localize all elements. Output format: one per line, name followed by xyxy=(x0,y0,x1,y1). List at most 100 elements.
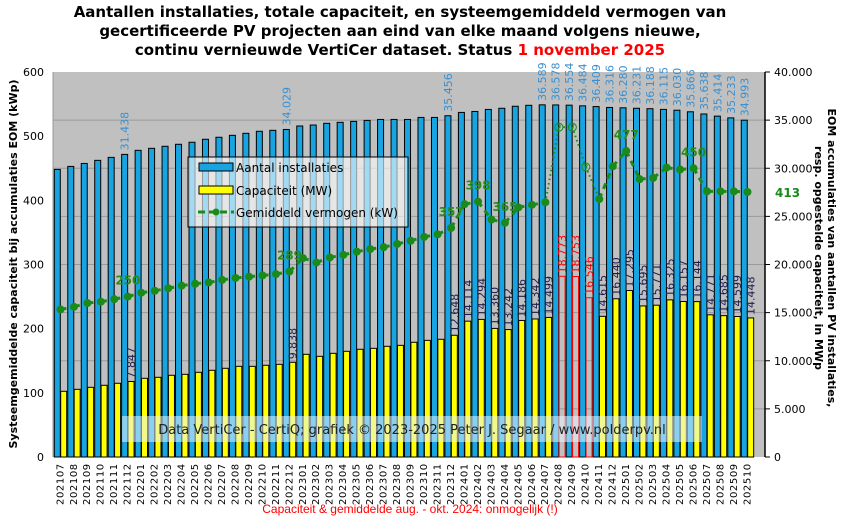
bar-installations xyxy=(659,108,667,458)
bar-installations xyxy=(255,130,263,458)
left-tick-label: 0 xyxy=(37,451,44,464)
average-point xyxy=(379,243,388,252)
legend-label-installations: Aantal installaties xyxy=(236,161,343,175)
average-line-segment xyxy=(624,150,642,180)
bar-installations xyxy=(161,145,169,458)
x-tick-label: 202407 xyxy=(540,463,551,505)
uncertain-marker: ? xyxy=(583,163,588,173)
bar-capacity xyxy=(652,304,660,458)
x-tick-label: 202504 xyxy=(661,463,672,505)
bar-capacity xyxy=(248,365,256,458)
capacity-data-label: 14.448 xyxy=(745,276,758,315)
right-tick-label: 25.000 xyxy=(774,210,813,223)
title-line-3: continu vernieuwde VertiCer dataset. Sta… xyxy=(0,41,800,60)
right-tick-label: 40.000 xyxy=(774,66,813,79)
capacity-data-label: 16.144 xyxy=(691,260,704,299)
bar-installations xyxy=(592,106,600,458)
capacity-data-label: 14.186 xyxy=(516,279,529,318)
right-tick-label: 15.000 xyxy=(774,307,813,320)
average-point xyxy=(177,281,186,290)
x-tick-label: 202309 xyxy=(406,463,417,505)
bar-installations xyxy=(498,107,506,458)
bar-installations xyxy=(390,118,398,458)
average-annotation: 477 xyxy=(614,128,639,142)
left-tick-label: 600 xyxy=(23,66,44,79)
installations-data-label: 35.866 xyxy=(684,69,697,108)
legend-label-average: Gemiddeld vermogen (kW) xyxy=(236,206,398,220)
x-tick-label: 202211 xyxy=(271,463,282,505)
average-annotation: 250 xyxy=(115,274,140,288)
bar-capacity xyxy=(262,364,270,458)
x-tick-label: 202405 xyxy=(513,463,524,505)
left-tick-label: 400 xyxy=(23,194,44,207)
x-tick-label: 202305 xyxy=(352,463,363,505)
average-point xyxy=(649,173,658,182)
capacity-data-label: 14.599 xyxy=(731,275,744,314)
bar-capacity xyxy=(181,373,189,458)
bar-capacity xyxy=(747,317,755,458)
average-point xyxy=(339,250,348,259)
capacity-data-label: 12.648 xyxy=(448,294,461,333)
average-point xyxy=(433,230,442,239)
bar-installations xyxy=(94,159,102,458)
x-tick-label: 202304 xyxy=(338,463,349,505)
average-point xyxy=(541,198,550,207)
capacity-data-label: 14.294 xyxy=(475,278,488,317)
installations-data-label: 36.280 xyxy=(617,65,630,104)
average-line-segment xyxy=(597,165,615,200)
average-point xyxy=(312,258,321,267)
bar-installations xyxy=(363,119,371,458)
bar-installations xyxy=(471,110,479,458)
x-tick-label: 202208 xyxy=(230,463,241,505)
right-tick-label: 0 xyxy=(774,451,781,464)
x-tick-label: 202209 xyxy=(244,463,255,505)
bar-installations xyxy=(350,120,358,458)
x-tick-label: 202410 xyxy=(581,463,592,505)
bar-installations xyxy=(80,162,88,458)
average-point xyxy=(366,245,375,254)
average-point xyxy=(231,273,240,282)
average-annotation: 413 xyxy=(775,186,800,200)
x-tick-label: 202210 xyxy=(257,463,268,505)
bar-capacity xyxy=(410,341,418,458)
average-point xyxy=(635,175,644,184)
x-tick-label: 202310 xyxy=(419,463,430,505)
bar-installations xyxy=(309,124,317,458)
bar-installations xyxy=(336,121,344,458)
right-tick-label: 5.000 xyxy=(774,403,806,416)
bar-installations xyxy=(727,117,735,458)
x-tick-label: 202111 xyxy=(109,463,120,505)
bar-capacity xyxy=(329,352,337,458)
x-tick-label: 202412 xyxy=(608,463,619,505)
x-tick-label: 202202 xyxy=(150,463,161,505)
x-tick-label: 202408 xyxy=(554,463,565,505)
average-point xyxy=(245,272,254,281)
installations-data-label: 36.188 xyxy=(644,66,657,105)
average-point xyxy=(743,187,752,196)
average-line-segment xyxy=(544,127,560,203)
capacity-data-label: 16.440 xyxy=(610,257,623,296)
bar-capacity xyxy=(733,315,741,458)
average-line-segment xyxy=(449,203,466,229)
x-tick-label: 202212 xyxy=(284,463,295,505)
installations-data-label: 36.484 xyxy=(577,63,590,102)
capacity-data-label: 14.615 xyxy=(597,275,610,314)
average-point xyxy=(298,254,307,263)
bar-installations xyxy=(430,116,438,458)
bar-capacity xyxy=(423,339,431,458)
capacity-data-label: 16.157 xyxy=(677,260,690,299)
bar-capacity xyxy=(316,355,324,458)
capacity-data-label: 13.242 xyxy=(502,288,515,327)
x-tick-label: 202109 xyxy=(82,463,93,505)
x-tick-label: 202503 xyxy=(648,463,659,505)
bar-capacity xyxy=(208,369,216,458)
x-tick-label: 202510 xyxy=(742,463,753,505)
average-point xyxy=(150,286,159,295)
capacity-data-label: 18.773 xyxy=(556,235,569,274)
capacity-data-label: 15.771 xyxy=(650,264,663,303)
installations-data-label: 36.231 xyxy=(631,66,644,105)
bar-capacity xyxy=(275,363,283,458)
x-tick-label: 202206 xyxy=(203,463,214,505)
status-date: 1 november 2025 xyxy=(517,41,666,59)
bar-capacity xyxy=(450,334,458,458)
